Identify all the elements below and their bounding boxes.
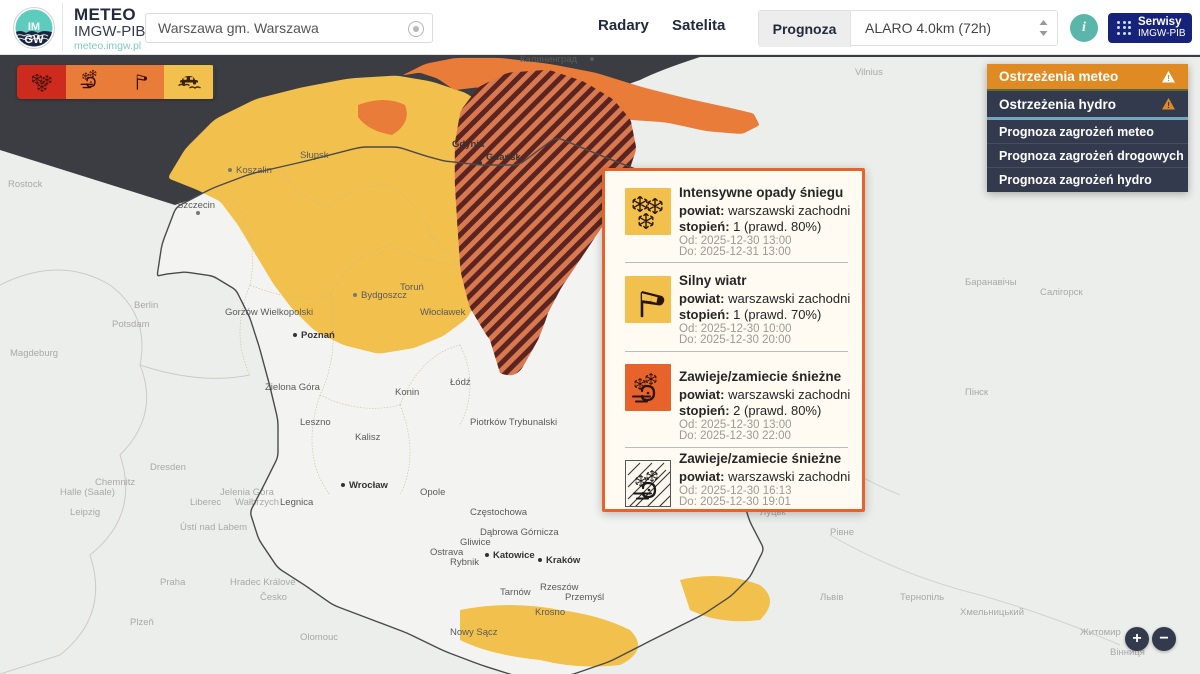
svg-text:!: ! — [1167, 100, 1170, 110]
svg-text:Piotrków Trybunalski: Piotrków Trybunalski — [470, 417, 557, 428]
svg-text:Баранавічы: Баранавічы — [965, 277, 1017, 288]
svg-text:Legnica: Legnica — [280, 497, 314, 508]
svg-text:Praha: Praha — [160, 577, 186, 588]
svg-text:Rybnik: Rybnik — [450, 557, 479, 568]
svg-text:Częstochowa: Częstochowa — [470, 507, 528, 518]
svg-text:Kraków: Kraków — [546, 555, 581, 566]
svg-text:Liberec: Liberec — [190, 497, 221, 508]
svg-text:Rostock: Rostock — [8, 179, 43, 190]
svg-text:Калининград: Калининград — [520, 55, 577, 65]
svg-text:Львів: Львів — [820, 592, 843, 603]
svg-text:Halle (Saale): Halle (Saale) — [60, 487, 115, 498]
svg-text:IM: IM — [28, 21, 40, 33]
svg-text:Česko: Česko — [260, 592, 287, 603]
svg-text:Leszno: Leszno — [300, 417, 331, 428]
svg-text:Chemnitz: Chemnitz — [95, 477, 135, 488]
svg-text:Berlin: Berlin — [134, 300, 158, 311]
svg-text:Włocławek: Włocławek — [420, 307, 466, 318]
svg-text:Toruń: Toruń — [400, 282, 424, 293]
svg-text:!: ! — [1167, 73, 1170, 83]
svg-text:Szczecin: Szczecin — [177, 200, 215, 211]
svg-text:Хмельницький: Хмельницький — [960, 607, 1024, 618]
svg-text:Тернопіль: Тернопіль — [900, 592, 944, 603]
svg-text:Dąbrowa Górnicza: Dąbrowa Górnicza — [480, 527, 559, 538]
svg-text:Dresden: Dresden — [150, 462, 186, 473]
svg-text:Leipzig: Leipzig — [70, 507, 100, 518]
svg-text:Gdańsk: Gdańsk — [486, 152, 522, 163]
svg-text:Wrocław: Wrocław — [349, 480, 389, 491]
svg-text:Tarnów: Tarnów — [500, 587, 531, 598]
svg-text:Ústí nad Labem: Ústí nad Labem — [180, 522, 247, 533]
svg-text:Салігорск: Салігорск — [1040, 287, 1083, 298]
svg-text:Ostrava: Ostrava — [430, 547, 464, 558]
svg-text:Gdynia: Gdynia — [452, 139, 485, 150]
svg-text:Рівне: Рівне — [830, 527, 854, 538]
svg-text:Olomouc: Olomouc — [300, 632, 338, 643]
svg-text:Opole: Opole — [420, 487, 445, 498]
svg-text:Przemyśl: Przemyśl — [565, 592, 604, 603]
svg-text:Gliwice: Gliwice — [460, 537, 491, 548]
svg-text:Kalisz: Kalisz — [355, 432, 381, 443]
svg-text:Nowy Sącz: Nowy Sącz — [450, 627, 498, 638]
svg-text:Пінск: Пінск — [965, 387, 989, 398]
svg-text:Житомир: Житомир — [1080, 627, 1121, 638]
svg-text:Potsdam: Potsdam — [112, 319, 150, 330]
svg-text:Zielona Góra: Zielona Góra — [265, 382, 321, 393]
svg-text:Magdeburg: Magdeburg — [10, 348, 58, 359]
svg-text:Krosno: Krosno — [535, 607, 565, 618]
svg-text:Vilnius: Vilnius — [855, 67, 883, 78]
svg-text:Hradec Králové: Hradec Králové — [230, 577, 295, 588]
svg-text:Gorzów Wielkopolski: Gorzów Wielkopolski — [225, 307, 313, 318]
svg-text:Poznań: Poznań — [301, 330, 335, 341]
svg-text:Łódź: Łódź — [450, 377, 471, 388]
svg-text:Plzeň: Plzeň — [130, 617, 154, 628]
svg-text:Katowice: Katowice — [493, 550, 535, 561]
svg-text:Konin: Konin — [395, 387, 419, 398]
